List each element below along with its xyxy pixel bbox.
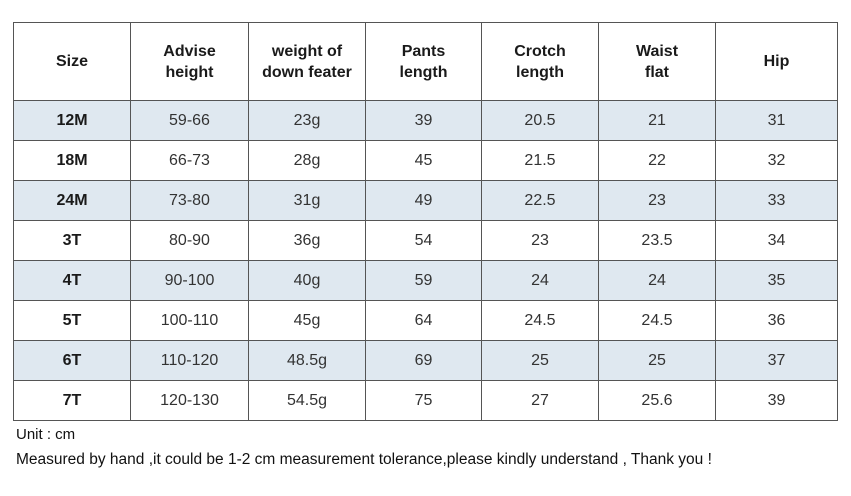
height-cell: 110-120 <box>130 340 249 381</box>
weight-cell: 36g <box>248 220 366 261</box>
crotch-length-cell: 24 <box>481 260 599 301</box>
waist-flat-cell: 23.5 <box>598 220 716 261</box>
pants-length-cell: 49 <box>365 180 482 221</box>
pants-length-cell: 64 <box>365 300 482 341</box>
weight-cell: 48.5g <box>248 340 366 381</box>
table-row: 24M 73-80 31g 49 22.5 23 33 <box>13 180 838 221</box>
waist-flat-cell: 24.5 <box>598 300 716 341</box>
size-cell: 18M <box>13 140 131 181</box>
crotch-length-cell: 24.5 <box>481 300 599 341</box>
size-cell: 3T <box>13 220 131 261</box>
header-pants-length: Pants length <box>365 22 482 101</box>
hip-cell: 33 <box>715 180 838 221</box>
waist-flat-cell: 25 <box>598 340 716 381</box>
header-down-weight: weight of down feater <box>248 22 366 101</box>
height-cell: 59-66 <box>130 100 249 141</box>
hip-cell: 39 <box>715 380 838 421</box>
crotch-length-cell: 21.5 <box>481 140 599 181</box>
header-hip: Hip <box>715 22 838 101</box>
height-cell: 66-73 <box>130 140 249 181</box>
size-cell: 7T <box>13 380 131 421</box>
height-cell: 80-90 <box>130 220 249 261</box>
header-row: Size Advise height weight of down feater… <box>13 22 838 101</box>
waist-flat-cell: 24 <box>598 260 716 301</box>
weight-cell: 54.5g <box>248 380 366 421</box>
table-row: 5T 100-110 45g 64 24.5 24.5 36 <box>13 300 838 341</box>
size-cell: 5T <box>13 300 131 341</box>
size-cell: 4T <box>13 260 131 301</box>
weight-cell: 28g <box>248 140 366 181</box>
waist-flat-cell: 23 <box>598 180 716 221</box>
unit-note: Unit : cm <box>16 426 76 443</box>
crotch-length-cell: 27 <box>481 380 599 421</box>
crotch-length-cell: 22.5 <box>481 180 599 221</box>
pants-length-cell: 59 <box>365 260 482 301</box>
crotch-length-cell: 25 <box>481 340 599 381</box>
header-waist-flat: Waist flat <box>598 22 716 101</box>
crotch-length-cell: 23 <box>481 220 599 261</box>
pants-length-cell: 54 <box>365 220 482 261</box>
pants-length-cell: 45 <box>365 140 482 181</box>
hip-cell: 32 <box>715 140 838 181</box>
pants-length-cell: 39 <box>365 100 482 141</box>
pants-length-cell: 69 <box>365 340 482 381</box>
size-cell: 6T <box>13 340 131 381</box>
waist-flat-cell: 21 <box>598 100 716 141</box>
table-row: 6T 110-120 48.5g 69 25 25 37 <box>13 340 838 381</box>
waist-flat-cell: 22 <box>598 140 716 181</box>
height-cell: 90-100 <box>130 260 249 301</box>
table-row: 18M 66-73 28g 45 21.5 22 32 <box>13 140 838 181</box>
table-row: 7T 120-130 54.5g 75 27 25.6 39 <box>13 380 838 421</box>
height-cell: 100-110 <box>130 300 249 341</box>
table-row: 4T 90-100 40g 59 24 24 35 <box>13 260 838 301</box>
height-cell: 73-80 <box>130 180 249 221</box>
measurement-note: Measured by hand ,it could be 1-2 cm mea… <box>16 451 712 468</box>
hip-cell: 34 <box>715 220 838 261</box>
weight-cell: 31g <box>248 180 366 221</box>
hip-cell: 31 <box>715 100 838 141</box>
pants-length-cell: 75 <box>365 380 482 421</box>
crotch-length-cell: 20.5 <box>481 100 599 141</box>
hip-cell: 36 <box>715 300 838 341</box>
hip-cell: 35 <box>715 260 838 301</box>
waist-flat-cell: 25.6 <box>598 380 716 421</box>
header-crotch-length: Crotch length <box>481 22 599 101</box>
weight-cell: 45g <box>248 300 366 341</box>
height-cell: 120-130 <box>130 380 249 421</box>
table-row: 3T 80-90 36g 54 23 23.5 34 <box>13 220 838 261</box>
weight-cell: 23g <box>248 100 366 141</box>
size-cell: 24M <box>13 180 131 221</box>
header-advise-height: Advise height <box>130 22 249 101</box>
weight-cell: 40g <box>248 260 366 301</box>
size-cell: 12M <box>13 100 131 141</box>
hip-cell: 37 <box>715 340 838 381</box>
table-row: 12M 59-66 23g 39 20.5 21 31 <box>13 100 838 141</box>
header-size: Size <box>13 22 131 101</box>
size-chart-table: Size Advise height weight of down feater… <box>13 22 838 421</box>
